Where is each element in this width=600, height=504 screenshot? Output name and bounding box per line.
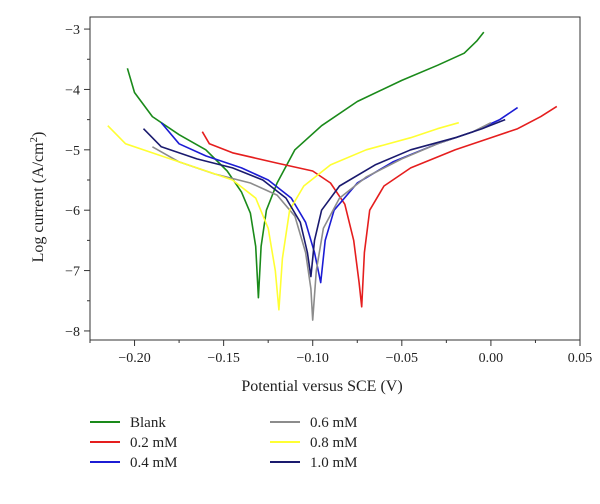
y-tick-label: −5 — [65, 144, 80, 159]
y-axis-label-close: ) — [30, 132, 47, 137]
y-tick-label: −7 — [65, 265, 80, 280]
y-tick-label: −8 — [65, 325, 80, 340]
legend-label-blank: Blank — [130, 415, 166, 431]
legend-label-0-8-mm: 0.8 mM — [310, 435, 358, 451]
y-tick-label: −6 — [65, 204, 80, 219]
y-axis-label: Log current (A/cm2) — [28, 132, 47, 263]
y-axis-label-main: Log current (A/cm — [30, 142, 47, 263]
x-tick-label: 0.05 — [568, 351, 593, 366]
legend: Blank 0.2 mM 0.4 mM 0.6 mM 0.8 mM 1.0 mM — [90, 415, 358, 471]
series-line-1-0-mm — [142, 118, 506, 278]
series-line-0-8-mm — [107, 121, 460, 311]
x-tick-label: −0.20 — [118, 351, 150, 366]
series-line-0-2-mm — [201, 105, 558, 308]
y-axis-label-superscript: 2 — [28, 137, 40, 143]
legend-label-0-2-mm: 0.2 mM — [130, 435, 178, 451]
y-tick-label: −4 — [65, 83, 80, 98]
x-tick-label: −0.05 — [386, 351, 418, 366]
x-axis-label: Potential versus SCE (V) — [241, 378, 402, 395]
plot-frame — [89, 16, 581, 341]
legend-label-1-0-mm: 1.0 mM — [310, 455, 358, 471]
series-line-0-6-mm — [152, 121, 492, 321]
legend-label-0-6-mm: 0.6 mM — [310, 415, 358, 431]
series-line-blank — [126, 31, 485, 299]
x-tick-label: 0.00 — [479, 351, 504, 366]
x-tick-label: −0.15 — [207, 351, 239, 366]
y-tick-label: −3 — [65, 23, 80, 38]
legend-label-0-4-mm: 0.4 mM — [130, 455, 178, 471]
x-tick-label: −0.10 — [297, 351, 329, 366]
